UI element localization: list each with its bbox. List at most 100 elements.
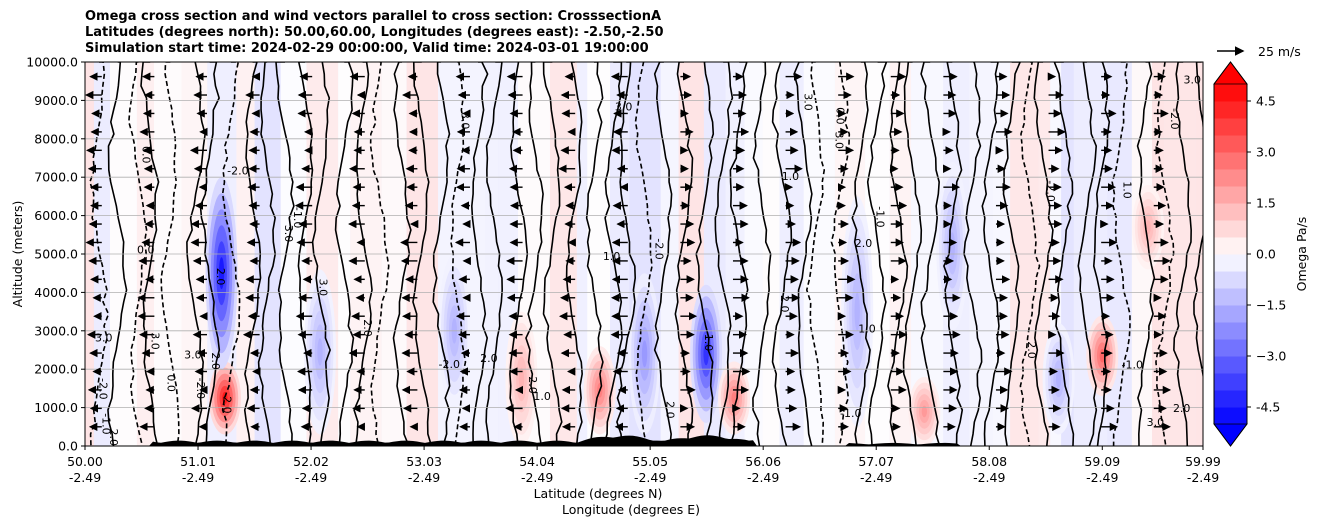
omega-feature <box>317 338 323 366</box>
contour-label: -2.0 <box>194 378 207 399</box>
contour-line <box>353 62 373 446</box>
contour-line <box>830 62 851 446</box>
contour-line <box>311 62 331 446</box>
contour-label: 3.0 <box>95 332 113 345</box>
contour-line <box>695 62 715 446</box>
contour-label: -2.0 <box>1168 108 1181 129</box>
colorbar-bin <box>1214 118 1247 136</box>
contour-label: -2.0 <box>652 238 665 259</box>
colorbar-bin <box>1214 186 1247 204</box>
contour-line <box>243 62 262 446</box>
contour-line <box>485 62 503 446</box>
contour-line <box>525 62 544 446</box>
contour-line <box>805 62 826 446</box>
contour-label: 3.0 <box>459 112 472 130</box>
contour-label: 1.0 <box>858 323 876 336</box>
contour-line <box>771 62 793 446</box>
contour-line <box>1173 62 1192 446</box>
y-tick-label: 0.0 <box>58 439 78 454</box>
colorbar-bin <box>1214 288 1247 306</box>
contour-label: 1.0 <box>782 170 800 183</box>
colorbar-tick-label: 1.5 <box>1256 196 1276 211</box>
contour-line <box>199 62 221 446</box>
terrain-shape <box>85 435 1203 446</box>
contour-label: 3.0 <box>149 332 162 350</box>
y-tick-label: 5000.0 <box>34 247 78 262</box>
contour-line <box>714 62 734 446</box>
colorbar-label: Omega Pa/s <box>1294 217 1309 292</box>
contour-label: 2.0 <box>855 237 873 250</box>
x-tick-label-lon: -2.49 <box>182 470 214 485</box>
contour-label: 3.0 <box>832 131 845 149</box>
contour-label: 2.0 <box>664 401 677 419</box>
contour-label: 2.0 <box>107 429 120 447</box>
colorbar-bin <box>1214 84 1247 102</box>
y-tick-label: 3000.0 <box>34 323 78 338</box>
contour-line <box>653 62 673 446</box>
x-tick-label-lon: -2.49 <box>747 470 779 485</box>
contour-line <box>963 62 983 446</box>
colorbar-tick-label: 4.5 <box>1256 94 1276 109</box>
colorbar-bin <box>1214 390 1247 408</box>
contour-line <box>585 62 604 446</box>
contour-label: 3.0 <box>615 101 633 114</box>
colorbar-bin <box>1214 152 1247 170</box>
contour-line <box>1019 62 1041 446</box>
x-tick-label-lon: -2.49 <box>860 470 892 485</box>
x-tick-label-lon: -2.49 <box>1187 470 1219 485</box>
x-tick-label-lon: -2.49 <box>408 470 440 485</box>
contour-label: 2.0 <box>221 396 234 414</box>
contour-line <box>616 62 637 446</box>
contour-label: -1.0 <box>1122 358 1143 371</box>
contour-label: 3.0 <box>1184 74 1202 87</box>
contour-label: 2.0 <box>209 352 222 370</box>
contour-line <box>160 62 180 446</box>
contour-labels: 3.03.01.0-2.02.0-2.03.0-1.03.00.0-2.0-2.… <box>95 74 1201 446</box>
contour-label: 2.0 <box>214 268 227 286</box>
colorbar-tick-label: −1.5 <box>1256 298 1286 313</box>
contour-label: 2.0 <box>1173 402 1191 415</box>
colorbar-bin <box>1214 356 1247 374</box>
colorbar-bin <box>1214 305 1247 323</box>
quiver-key: 25 m/s <box>1217 44 1301 59</box>
omega-feature <box>703 342 709 366</box>
colorbar-bin <box>1214 254 1247 272</box>
contour-line <box>902 62 923 446</box>
colorbar-bin <box>1214 407 1247 425</box>
omega-feature <box>854 292 860 331</box>
contour-line <box>1053 62 1075 446</box>
x-tick-label-lon: -2.49 <box>521 470 553 485</box>
contour-line <box>334 62 355 446</box>
contour-line <box>1092 62 1111 446</box>
contour-line <box>752 62 772 446</box>
contour-line <box>1111 62 1131 446</box>
x-tick-label-lat: 50.00 <box>67 454 103 469</box>
contour-line <box>128 62 148 446</box>
x-tick-label-lat: 58.08 <box>971 454 1007 469</box>
wind-vectors <box>85 72 1172 431</box>
chart-title-line2: Latitudes (degrees north): 50.00,60.00, … <box>85 25 664 40</box>
colorbar-bin <box>1214 237 1247 255</box>
colorbar-bin <box>1214 271 1247 289</box>
colorbar-bin <box>1214 322 1247 340</box>
contour-label: -2.0 <box>526 372 539 393</box>
y-tick-label: 6000.0 <box>34 208 78 223</box>
x-axis-label-latitude: Latitude (degrees N) <box>534 486 663 501</box>
contour-label: 2.0 <box>778 295 791 313</box>
x-axis: 50.00-2.4951.01-2.4952.02-2.4953.03-2.49… <box>67 446 1221 485</box>
contour-line <box>89 62 110 446</box>
x-tick-label-lon: -2.49 <box>973 470 1005 485</box>
contour-line <box>392 62 412 446</box>
contour-line <box>1193 62 1203 381</box>
contour-line <box>257 62 277 446</box>
contour-line <box>471 62 489 446</box>
contour-label: -2.0 <box>438 358 459 371</box>
contour-label: -2.0 <box>1044 180 1057 201</box>
x-tick-label-lat: 57.07 <box>858 454 894 469</box>
colorbar-bin <box>1214 339 1247 357</box>
colorbar-tick-label: -4.5 <box>1256 400 1280 415</box>
omega-feature <box>641 340 648 368</box>
contour-label: 2.0 <box>480 352 498 365</box>
contour-label: 1.0 <box>702 334 715 352</box>
